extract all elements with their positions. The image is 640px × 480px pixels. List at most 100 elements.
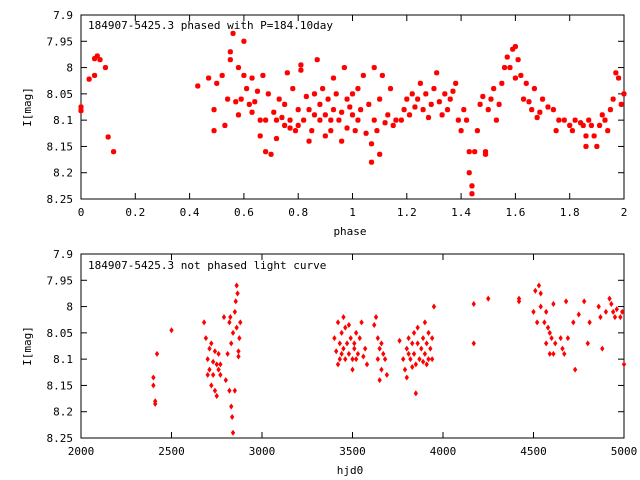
data-point (232, 308, 238, 315)
y-tick-label: 8.15 (47, 379, 74, 392)
data-point (382, 356, 388, 363)
data-point (235, 290, 240, 297)
data-point (569, 128, 576, 134)
data-point (339, 138, 345, 144)
y-tick-label: 7.95 (47, 35, 74, 48)
data-point (523, 80, 529, 86)
data-point (225, 96, 231, 102)
data-point (241, 72, 247, 79)
data-point (154, 350, 160, 357)
data-point (214, 80, 220, 86)
data-point (328, 117, 334, 123)
data-point (228, 314, 233, 321)
data-point (410, 340, 415, 347)
data-point (406, 335, 411, 342)
data-point (512, 75, 518, 81)
data-point (577, 120, 584, 126)
data-point (295, 122, 301, 128)
data-point (379, 366, 384, 373)
data-point (237, 335, 242, 342)
data-points (151, 282, 627, 436)
data-point (538, 290, 543, 297)
data-point (207, 345, 212, 352)
data-point (328, 128, 334, 134)
data-point (406, 112, 413, 118)
data-point (343, 356, 348, 363)
data-point (545, 324, 551, 331)
data-point (417, 356, 422, 363)
data-point (203, 335, 209, 342)
data-point (344, 340, 350, 347)
data-point (436, 99, 442, 105)
data-point (366, 101, 372, 107)
data-point (613, 70, 619, 76)
data-point (227, 49, 233, 55)
plot-frame (80, 14, 625, 200)
data-point (295, 107, 301, 113)
data-point (216, 350, 221, 357)
data-point (268, 151, 274, 157)
data-point (501, 64, 508, 71)
data-point (212, 387, 218, 394)
data-point (609, 300, 614, 307)
data-point (353, 356, 359, 363)
data-point (330, 75, 337, 81)
data-point (337, 340, 342, 347)
axis-ticks: 0 0.2 0.4 0.6 0.8 1 1.2 1.4 1.6 1.8 2 7.9 7.95 8 8.05 8… (47, 9, 628, 219)
data-point (544, 340, 549, 347)
data-point (504, 54, 510, 60)
x-tick-label: 1.6 (505, 206, 525, 219)
data-point (252, 99, 258, 105)
data-point (488, 96, 494, 102)
data-point (542, 319, 547, 326)
data-point (214, 392, 219, 399)
data-point (381, 350, 386, 357)
data-point (572, 117, 578, 123)
data-point (216, 366, 221, 373)
data-point (377, 151, 383, 157)
data-point (94, 53, 100, 59)
data-point (279, 114, 285, 121)
data-point (538, 303, 543, 310)
data-point (615, 75, 622, 81)
y-tick-label: 8 (66, 301, 73, 314)
data-point (422, 350, 428, 357)
data-point (415, 96, 421, 102)
data-point (349, 91, 356, 97)
data-point (411, 329, 417, 336)
data-point (499, 80, 505, 86)
data-point (382, 120, 388, 126)
data-point (471, 300, 476, 307)
data-point (230, 329, 236, 336)
data-point (402, 366, 408, 373)
data-point (91, 72, 98, 79)
data-point (322, 112, 328, 118)
data-point (347, 104, 353, 110)
data-point (273, 135, 280, 142)
data-point (235, 112, 242, 118)
data-point (587, 319, 592, 326)
data-point (229, 340, 234, 347)
data-point (341, 345, 346, 352)
y-tick-label: 8.1 (53, 114, 73, 127)
y-tick-label: 8.05 (47, 88, 74, 101)
data-point (442, 91, 448, 97)
data-point (249, 75, 255, 81)
data-point (233, 298, 238, 305)
data-point (249, 109, 255, 115)
data-point (102, 64, 109, 71)
data-point (225, 350, 230, 357)
data-point (371, 64, 377, 71)
data-point (355, 117, 361, 123)
data-point (453, 80, 459, 86)
data-point (534, 114, 540, 121)
data-point (377, 345, 382, 352)
data-point (409, 91, 415, 97)
data-point (510, 46, 516, 52)
data-point (346, 350, 352, 357)
y-axis-label: I[mag] (21, 87, 34, 127)
data-point (411, 350, 417, 357)
data-point (206, 75, 212, 81)
axis-ticks: 2000 2500 3000 3500 4000 4500 5000 7.9 7.95 8 8.05… (47, 248, 638, 458)
x-tick-label: 1 (349, 206, 356, 219)
